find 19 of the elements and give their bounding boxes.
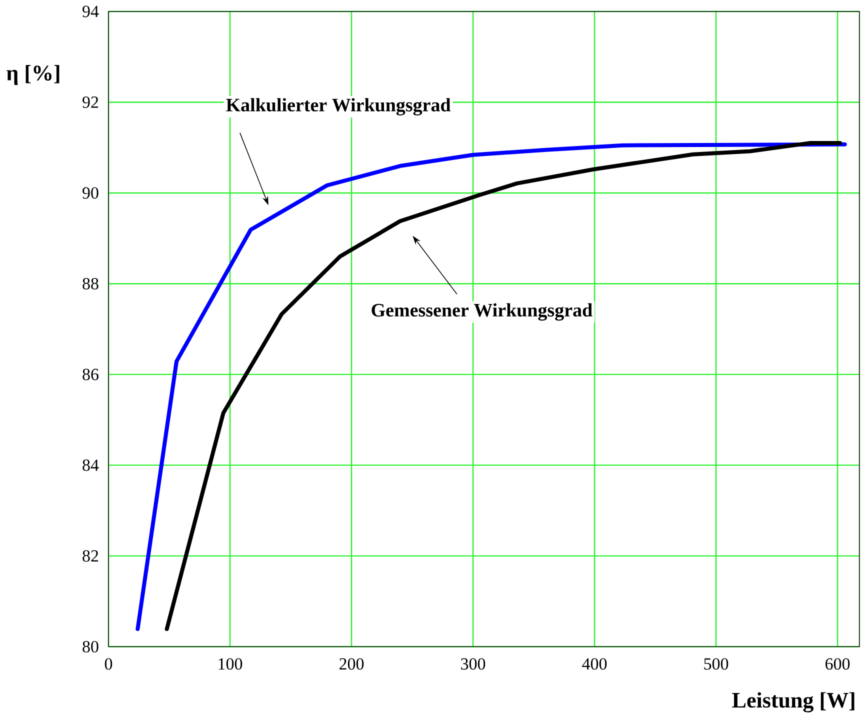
x-tick-label: 300 [461, 658, 486, 670]
x-tick-label: 200 [340, 658, 364, 670]
x-tick-label: 0 [104, 658, 112, 670]
x-tick-label: 500 [704, 658, 728, 670]
y-tick-label: 84 [82, 459, 99, 471]
y-tick-label: 86 [82, 368, 98, 380]
annotation: Kalkulierter Wirkungsgrad [226, 98, 451, 116]
y-tick-label: 80 [82, 640, 98, 652]
y-axis-title: η [%] [6, 65, 60, 85]
x-axis-title: Leistung [W] [732, 692, 854, 712]
y-tick-label: 92 [82, 96, 98, 108]
x-tick-label: 100 [218, 658, 242, 670]
x-tick-label: 600 [826, 658, 850, 670]
y-tick-label: 82 [82, 550, 98, 562]
y-tick-label: 88 [82, 278, 98, 290]
y-tick-label: 90 [82, 187, 98, 199]
y-tick-label: 94 [82, 6, 99, 18]
x-tick-label: 400 [582, 658, 607, 670]
annotation: Gemessener Wirkungsgrad [372, 303, 592, 321]
